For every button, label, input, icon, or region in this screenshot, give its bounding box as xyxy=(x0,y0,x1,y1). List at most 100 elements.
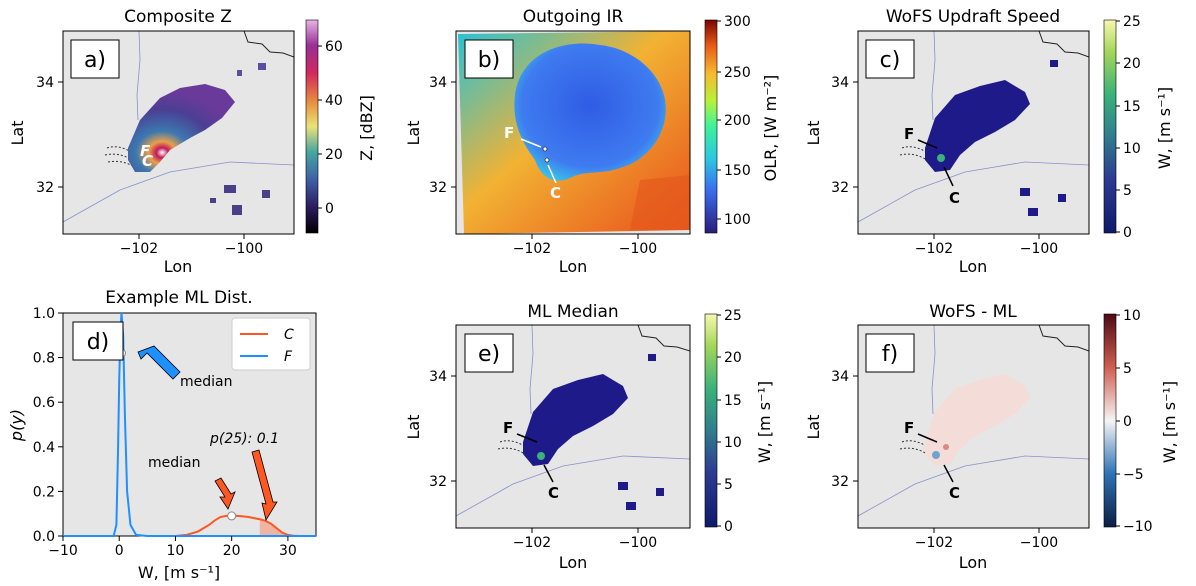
y-tick-label: 34 xyxy=(36,75,54,91)
panel-f-wofs-minus-ml: WoFS - ML F C f) −102 −100 34 32 L xyxy=(804,302,1179,572)
echo-patch xyxy=(232,205,242,215)
panel-label-box xyxy=(464,333,514,373)
legend-label-c: C xyxy=(284,327,294,343)
y-tick-label: 34 xyxy=(429,369,447,385)
y-tick-label: 0.6 xyxy=(33,395,55,411)
y-tick-label: 32 xyxy=(429,180,447,196)
x-tick-label: −102 xyxy=(513,241,551,257)
x-tick-label: 0 xyxy=(115,543,124,559)
annotation-arrow xyxy=(943,166,954,187)
panel-c-wofs-updraft: WoFS Updraft Speed F C c) −102 −100 xyxy=(804,7,1174,276)
storm-label-c: C xyxy=(142,152,153,170)
storm-reflectivity xyxy=(128,84,235,172)
cbar-tick: 5 xyxy=(1123,361,1132,377)
echo-patch xyxy=(237,70,242,76)
annotation-arrow xyxy=(917,139,938,149)
x-ticks: −102 −100 xyxy=(120,234,263,257)
cbar-tick: −10 xyxy=(1123,519,1153,535)
cbar-tick: 0 xyxy=(724,519,733,535)
panel-d-ml-distribution: Example ML Dist. −10 0 10 20 30 0.0 0.2 0.4 0.6 0… xyxy=(7,288,317,582)
colorbar xyxy=(305,19,319,234)
field-patch xyxy=(1020,188,1030,196)
cbar-tick: 5 xyxy=(724,477,733,493)
x-tick-label: −100 xyxy=(1020,241,1058,257)
y-tick-label: 32 xyxy=(831,474,849,490)
cbar-tick: 40 xyxy=(325,93,343,109)
x-tick-label: −100 xyxy=(225,241,263,257)
storm-label-f: F xyxy=(504,124,514,142)
colorbar xyxy=(704,19,718,234)
cbar-tick: 20 xyxy=(325,147,343,163)
border-line xyxy=(1038,325,1089,352)
x-tick-label: −100 xyxy=(619,535,657,551)
annotation-arrow xyxy=(543,464,554,483)
border-line xyxy=(931,325,936,415)
y-tick-label: 32 xyxy=(429,474,447,490)
y-ticks: 34 32 xyxy=(36,75,63,196)
axes-frame xyxy=(857,30,1090,235)
x-axis-label: Lon xyxy=(959,553,988,572)
panel-label-box xyxy=(464,39,514,79)
colorbar-ticks: 60 40 20 0 xyxy=(318,39,343,217)
annotation-arrow xyxy=(520,138,542,148)
storm-label-f: F xyxy=(904,125,914,143)
x-axis-label: W, [m s⁻¹] xyxy=(138,563,220,582)
colorbar-label: OLR, [W m⁻²] xyxy=(761,75,780,182)
storm-label-f: F xyxy=(140,142,151,160)
echo-patch xyxy=(210,198,216,203)
updraft-core xyxy=(937,154,945,162)
colorbar-ticks: 25 20 15 10 5 0 xyxy=(717,308,742,535)
x-tick-label: 10 xyxy=(167,543,185,559)
axes-frame xyxy=(857,324,1090,529)
y-tick-label: 0.4 xyxy=(33,440,55,456)
x-ticks: −102 −100 xyxy=(915,528,1058,551)
border-line xyxy=(529,325,534,415)
y-ticks: 34 32 xyxy=(831,369,858,490)
x-tick-label: −100 xyxy=(619,241,657,257)
y-ticks: 34 32 xyxy=(429,369,456,490)
y-tick-label: 34 xyxy=(429,75,447,91)
x-ticks: −102 −100 xyxy=(915,234,1058,257)
border-line xyxy=(858,161,1089,223)
storm-label-c: C xyxy=(548,484,559,502)
cbar-tick: 25 xyxy=(1123,14,1141,30)
series-line-c xyxy=(175,514,311,537)
border-line xyxy=(1038,31,1089,58)
panel-c-title: WoFS Updraft Speed xyxy=(886,7,1060,27)
y-tick-label: 32 xyxy=(36,180,54,196)
panel-label-box xyxy=(70,39,120,79)
storm-label-c: C xyxy=(949,484,960,502)
colorbar xyxy=(1103,313,1117,528)
y-axis-label: p(y) xyxy=(7,409,26,442)
y-tick-label: 1.0 xyxy=(33,306,55,322)
cbar-tick: 250 xyxy=(724,65,751,81)
y-ticks: 34 32 xyxy=(429,75,456,196)
y-tick-label: 0.2 xyxy=(33,484,55,500)
storm-label-c: C xyxy=(550,184,561,202)
cbar-tick: 20 xyxy=(1123,56,1141,72)
panel-a-title: Composite Z xyxy=(124,7,232,27)
x-tick-label: −102 xyxy=(513,535,551,551)
panel-f-title: WoFS - ML xyxy=(929,302,1017,322)
colorbar-ticks: 10 5 0 −5 −10 xyxy=(1116,308,1153,535)
y-tick-label: 0.0 xyxy=(33,529,55,545)
cbar-tick: 300 xyxy=(724,14,751,30)
updraft-field xyxy=(925,80,1030,172)
colorbar-ticks: 300 250 200 150 100 xyxy=(717,14,751,228)
colorbar xyxy=(1103,19,1117,234)
border-line xyxy=(243,31,294,58)
y-tick-label: 34 xyxy=(831,75,849,91)
panel-d-title: Example ML Dist. xyxy=(105,288,252,308)
annotation-arrow xyxy=(943,464,954,483)
border-line xyxy=(931,31,936,121)
cbar-tick: 10 xyxy=(724,435,742,451)
annotation-arrow xyxy=(516,433,538,443)
cbar-tick: 5 xyxy=(1123,183,1132,199)
legend-label-f: F xyxy=(284,349,293,365)
storm-label-c: C xyxy=(949,189,960,207)
negative-difference xyxy=(932,451,940,459)
field-patch xyxy=(626,502,636,510)
annotations: median median p(25): 0.1 xyxy=(137,345,279,522)
border-line xyxy=(858,455,1089,517)
annotation-p25: p(25): 0.1 xyxy=(209,431,279,447)
